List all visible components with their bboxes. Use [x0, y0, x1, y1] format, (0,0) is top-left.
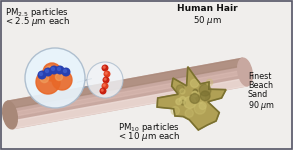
- Circle shape: [87, 62, 123, 98]
- Circle shape: [194, 103, 206, 114]
- Circle shape: [180, 89, 185, 94]
- Polygon shape: [11, 78, 248, 129]
- Circle shape: [190, 79, 199, 87]
- Ellipse shape: [3, 101, 17, 129]
- Circle shape: [36, 70, 60, 94]
- Circle shape: [104, 71, 110, 77]
- Circle shape: [194, 92, 205, 103]
- Circle shape: [40, 74, 49, 83]
- Text: Human Hair: Human Hair: [177, 4, 237, 13]
- Polygon shape: [157, 67, 226, 130]
- Circle shape: [104, 78, 106, 80]
- Circle shape: [103, 84, 105, 86]
- Circle shape: [102, 65, 108, 71]
- Circle shape: [62, 68, 70, 76]
- Circle shape: [44, 68, 52, 76]
- Polygon shape: [10, 70, 245, 117]
- Circle shape: [56, 66, 64, 74]
- Text: PM$_{10}$ particles: PM$_{10}$ particles: [118, 121, 180, 134]
- Circle shape: [40, 72, 42, 75]
- Circle shape: [176, 99, 182, 105]
- Circle shape: [38, 71, 46, 79]
- Circle shape: [25, 48, 85, 108]
- Circle shape: [184, 97, 196, 108]
- Circle shape: [206, 79, 213, 86]
- Circle shape: [192, 91, 197, 97]
- Text: Sand: Sand: [248, 90, 268, 99]
- Ellipse shape: [238, 58, 252, 86]
- Circle shape: [105, 72, 107, 74]
- Circle shape: [52, 68, 54, 70]
- Circle shape: [101, 89, 103, 91]
- Text: < 2.5 $\mu$m each: < 2.5 $\mu$m each: [5, 15, 70, 28]
- Circle shape: [200, 91, 210, 101]
- Circle shape: [50, 66, 58, 74]
- Circle shape: [193, 89, 197, 94]
- Circle shape: [102, 83, 108, 89]
- Circle shape: [103, 77, 109, 83]
- Circle shape: [199, 102, 206, 109]
- Circle shape: [43, 63, 61, 81]
- Circle shape: [55, 74, 62, 81]
- Text: Finest: Finest: [248, 72, 271, 81]
- Circle shape: [52, 70, 72, 90]
- Circle shape: [100, 88, 106, 94]
- Circle shape: [57, 68, 60, 70]
- Polygon shape: [8, 58, 248, 129]
- Circle shape: [45, 69, 49, 72]
- Circle shape: [64, 69, 67, 72]
- Circle shape: [180, 100, 185, 105]
- Circle shape: [190, 94, 200, 103]
- Circle shape: [103, 66, 105, 68]
- Text: < 10 $\mu$m each: < 10 $\mu$m each: [118, 130, 180, 143]
- Circle shape: [46, 66, 52, 72]
- Text: PM$_{2.5}$ particles: PM$_{2.5}$ particles: [5, 6, 69, 19]
- Circle shape: [171, 106, 179, 115]
- Circle shape: [199, 84, 211, 96]
- Circle shape: [176, 85, 184, 93]
- Polygon shape: [8, 58, 244, 109]
- Text: 50 $\mu$m: 50 $\mu$m: [193, 14, 222, 27]
- Text: 90 $\mu$m: 90 $\mu$m: [248, 99, 275, 112]
- Text: Beach: Beach: [248, 81, 273, 90]
- Circle shape: [185, 109, 193, 117]
- Circle shape: [179, 97, 186, 103]
